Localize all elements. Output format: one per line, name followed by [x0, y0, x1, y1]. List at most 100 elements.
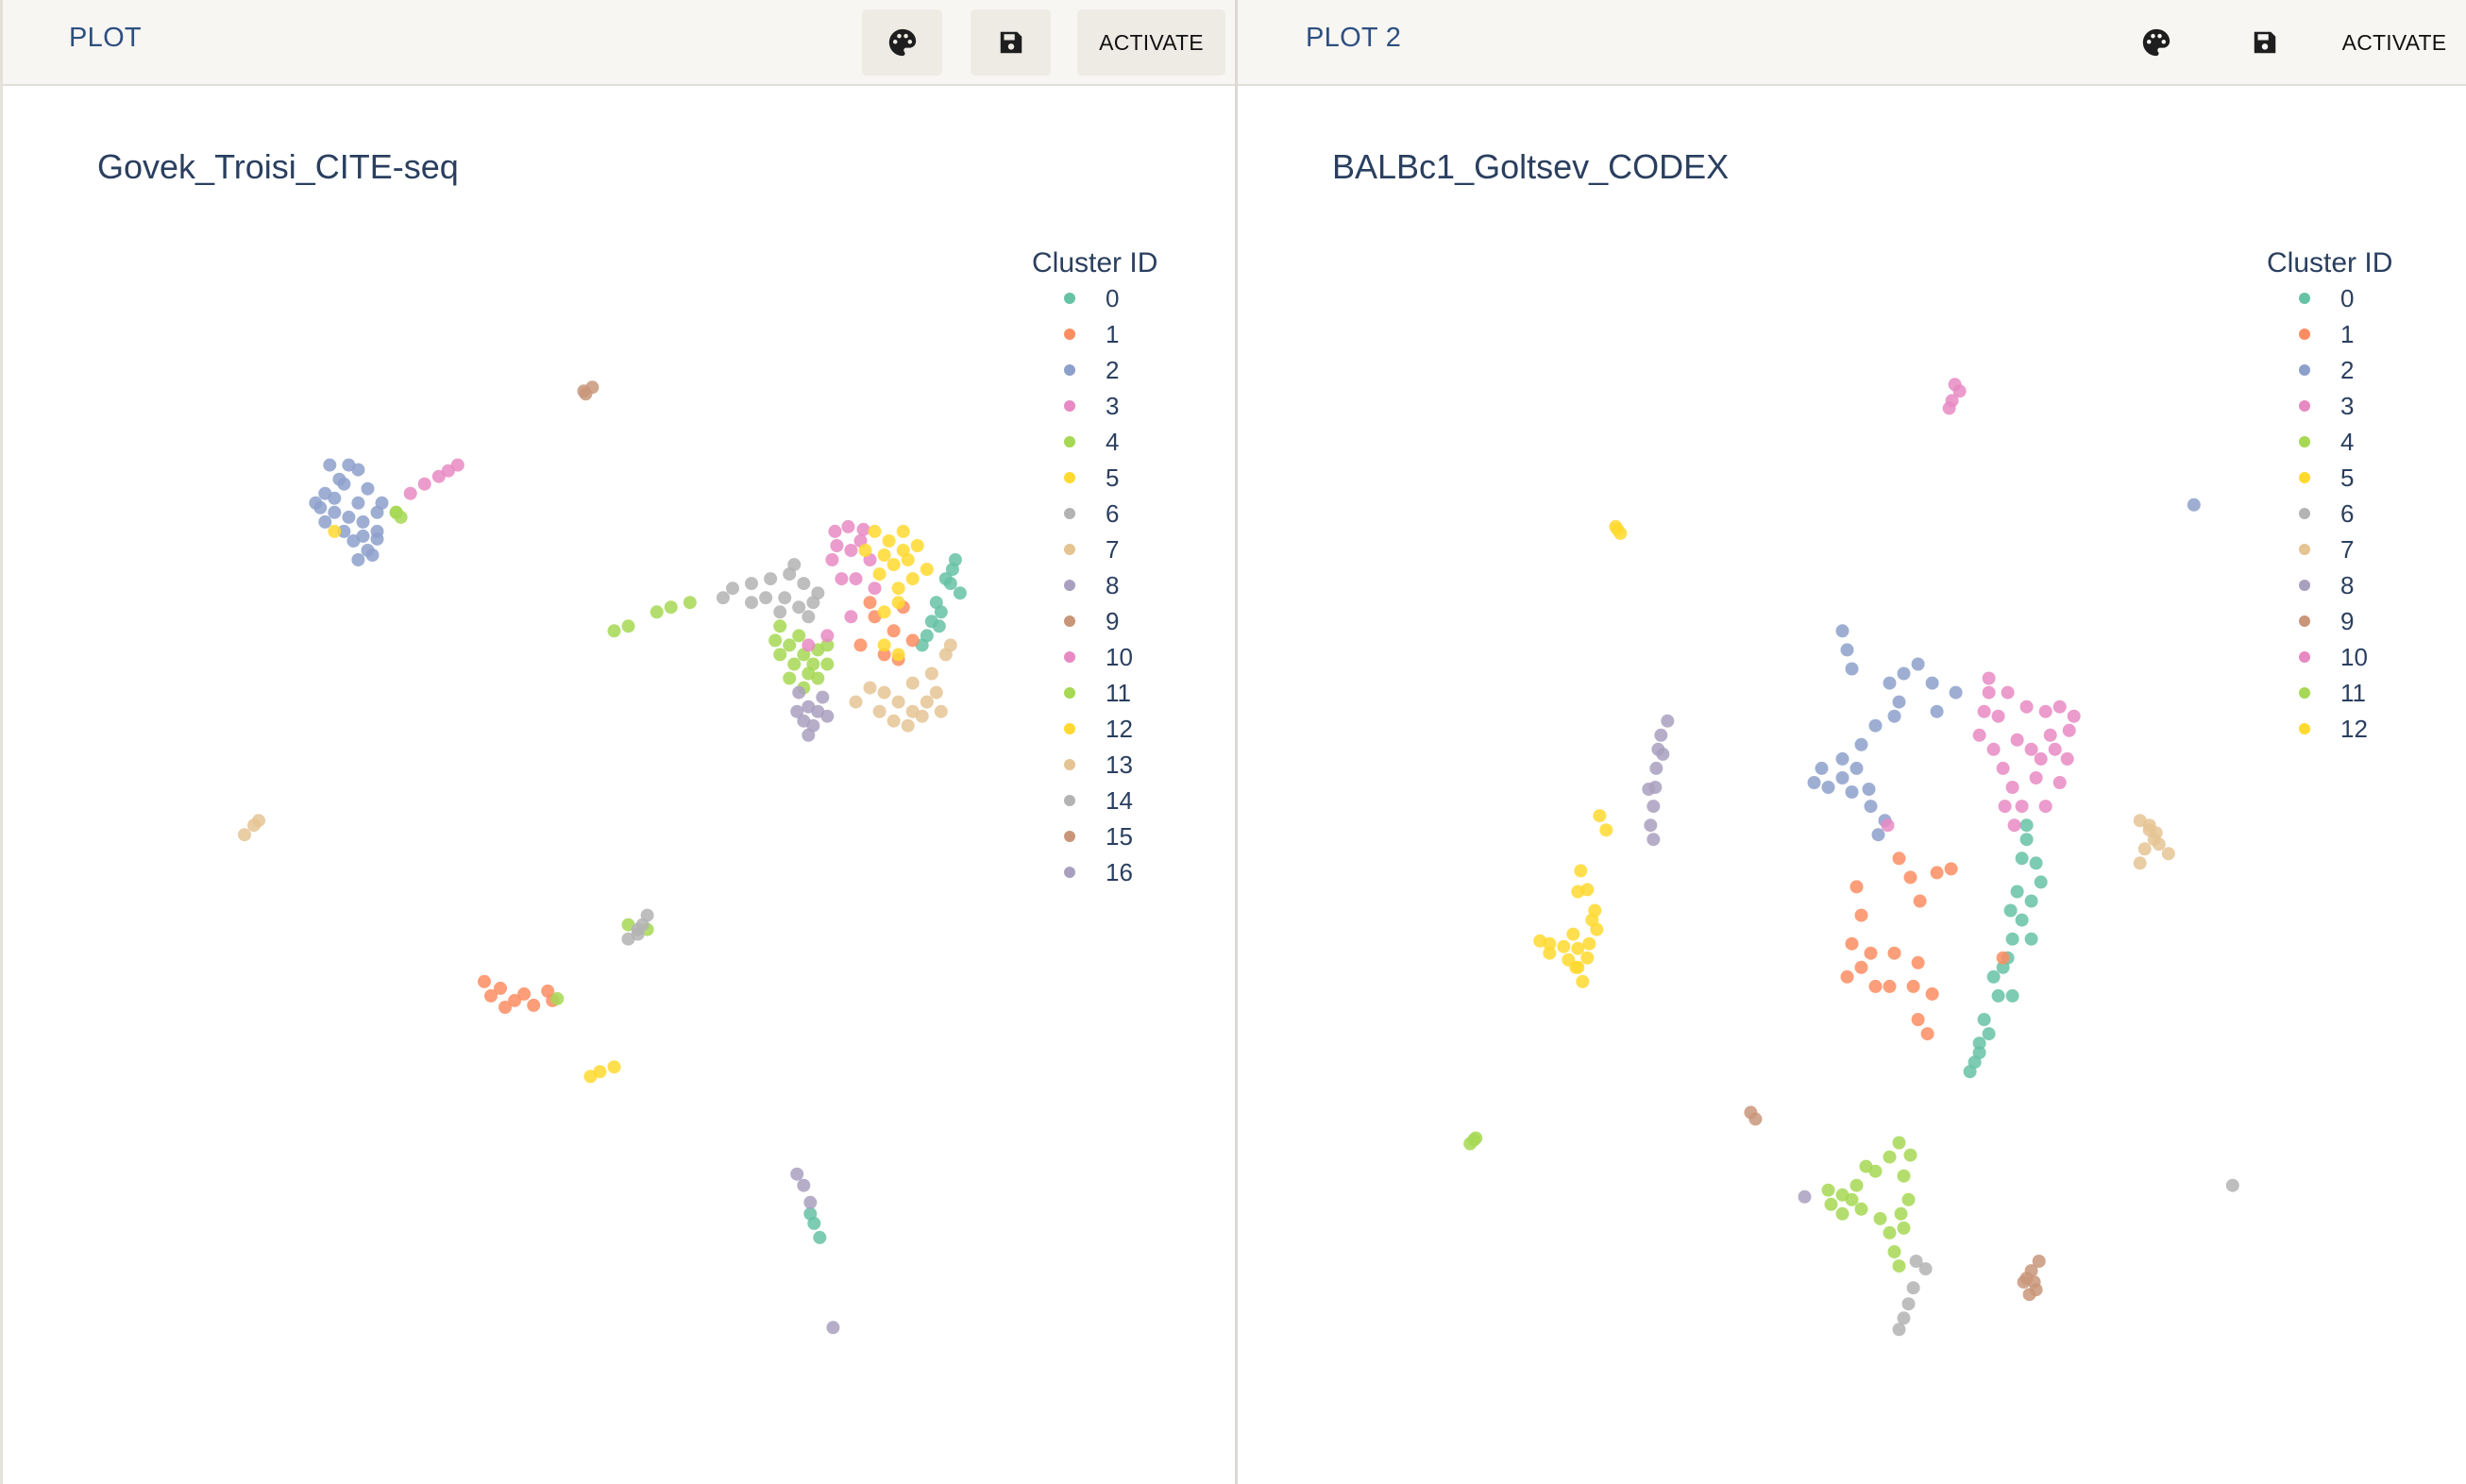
legend-label-0[interactable]: 0	[2340, 284, 2354, 312]
legend-label-7[interactable]: 7	[2340, 535, 2354, 564]
legend-label-9[interactable]: 9	[2340, 607, 2354, 635]
legend-label-4[interactable]: 4	[2340, 428, 2354, 456]
legend-label-12[interactable]: 12	[2340, 715, 2368, 743]
point-cluster-1	[1854, 960, 1868, 974]
legend-label-1[interactable]: 1	[1106, 320, 1119, 348]
legend-swatch-5[interactable]	[1064, 472, 1075, 483]
legend-label-14[interactable]: 14	[1106, 786, 1133, 815]
legend-label-9[interactable]: 9	[1106, 607, 1119, 635]
legend-label-5[interactable]: 5	[2340, 464, 2354, 492]
legend-swatch-15[interactable]	[1064, 831, 1075, 842]
legend-swatch-4[interactable]	[1064, 436, 1075, 447]
legend-label-6[interactable]: 6	[1106, 499, 1119, 528]
legend-swatch-12[interactable]	[2299, 723, 2310, 734]
legend-label-7[interactable]: 7	[1106, 535, 1119, 564]
legend-label-8[interactable]: 8	[1106, 571, 1119, 599]
legend-label-12[interactable]: 12	[1106, 715, 1133, 743]
legend-swatch-0[interactable]	[1064, 293, 1075, 304]
point-cluster-5	[891, 582, 905, 596]
legend-label-15[interactable]: 15	[1106, 822, 1133, 851]
scatter-plot[interactable]: BALBc1_Goltsev_CODEX Cluster ID 01234567…	[1238, 86, 2466, 1484]
plot-title-tab[interactable]: PLOT 2	[1306, 23, 1402, 53]
legend-label-1[interactable]: 1	[2340, 320, 2354, 348]
point-cluster-5	[1580, 951, 1595, 965]
legend-swatch-11[interactable]	[2299, 687, 2310, 699]
legend-swatch-9[interactable]	[2299, 616, 2310, 627]
legend-swatch-10[interactable]	[1064, 651, 1075, 663]
legend-swatch-7[interactable]	[2299, 544, 2310, 555]
point-cluster-5	[882, 534, 896, 548]
point-cluster-0	[2019, 818, 2034, 833]
legend-swatch-6[interactable]	[2299, 508, 2310, 519]
legend-swatch-8[interactable]	[2299, 580, 2310, 591]
legend-label-3[interactable]: 3	[2340, 392, 2354, 420]
point-cluster-3	[1996, 761, 2010, 775]
legend-swatch-5[interactable]	[2299, 472, 2310, 483]
point-cluster-0	[803, 1206, 818, 1221]
legend-swatch-2[interactable]	[1064, 364, 1075, 376]
legend-label-0[interactable]: 0	[1106, 284, 1119, 312]
legend-swatch-0[interactable]	[2299, 293, 2310, 304]
legend-swatch-6[interactable]	[1064, 508, 1075, 519]
legend-label-10[interactable]: 10	[1106, 643, 1133, 671]
point-cluster-3	[2024, 742, 2038, 756]
legend-swatch-8[interactable]	[1064, 580, 1075, 591]
point-cluster-7	[924, 666, 938, 681]
legend-swatch-11[interactable]	[1064, 687, 1075, 699]
legend-swatch-10[interactable]	[2299, 651, 2310, 663]
scatter-plot[interactable]: Govek_Troisi_CITE-seq Cluster ID 0123456…	[3, 86, 1235, 1484]
plot-title-tab[interactable]: PLOT	[69, 23, 142, 53]
legend-label-3[interactable]: 3	[1106, 392, 1119, 420]
legend-label-2[interactable]: 2	[2340, 356, 2354, 384]
legend-swatch-12[interactable]	[1064, 723, 1075, 734]
legend-swatch-3[interactable]	[2299, 400, 2310, 412]
point-cluster-4	[1903, 1148, 1917, 1162]
legend-swatch-7[interactable]	[1064, 544, 1075, 555]
point-cluster-14	[635, 918, 650, 932]
point-cluster-2	[1835, 624, 1850, 638]
point-cluster-3	[2038, 704, 2052, 718]
point-cluster-7	[849, 695, 863, 709]
point-cluster-6	[1897, 1311, 1911, 1325]
point-cluster-10	[1945, 394, 1959, 408]
save-button[interactable]	[971, 9, 1051, 76]
point-cluster-3	[1977, 704, 1991, 718]
activate-button[interactable]: ACTIVATE	[2323, 9, 2465, 76]
legend-swatch-14[interactable]	[1064, 795, 1075, 806]
legend-swatch-4[interactable]	[2299, 436, 2310, 447]
legend-swatch-16[interactable]	[1064, 867, 1075, 878]
legend-label-11[interactable]: 11	[2340, 679, 2366, 707]
legend-label-10[interactable]: 10	[2340, 643, 2368, 671]
legend-swatch-3[interactable]	[1064, 400, 1075, 412]
legend-swatch-9[interactable]	[1064, 616, 1075, 627]
point-cluster-3	[1982, 685, 1996, 700]
point-cluster-1	[494, 981, 507, 995]
point-cluster-2	[1883, 676, 1897, 690]
legend-label-13[interactable]: 13	[1106, 750, 1133, 779]
legend-label-6[interactable]: 6	[2340, 499, 2354, 528]
activate-button[interactable]: ACTIVATE	[1077, 9, 1225, 76]
legend-label-2[interactable]: 2	[1106, 356, 1119, 384]
point-cluster-6	[802, 610, 816, 624]
legend-label-5[interactable]: 5	[1106, 464, 1119, 492]
point-cluster-3	[828, 524, 842, 538]
legend-swatch-1[interactable]	[1064, 329, 1075, 340]
point-cluster-1	[905, 633, 920, 648]
point-cluster-3	[1982, 671, 1996, 685]
legend-label-4[interactable]: 4	[1106, 428, 1119, 456]
palette-button[interactable]	[862, 9, 942, 76]
point-cluster-2	[1821, 781, 1835, 794]
point-cluster-2	[337, 477, 351, 491]
legend-label-8[interactable]: 8	[2340, 571, 2354, 599]
legend-swatch-2[interactable]	[2299, 364, 2310, 376]
legend-swatch-13[interactable]	[1064, 759, 1075, 770]
point-cluster-2	[1930, 704, 1944, 718]
legend-label-11[interactable]: 11	[1106, 679, 1131, 707]
save-button[interactable]	[2224, 9, 2305, 76]
palette-button[interactable]	[2116, 9, 2196, 76]
legend-swatch-1[interactable]	[2299, 329, 2310, 340]
legend-label-16[interactable]: 16	[1106, 858, 1133, 886]
point-cluster-2	[323, 458, 337, 472]
